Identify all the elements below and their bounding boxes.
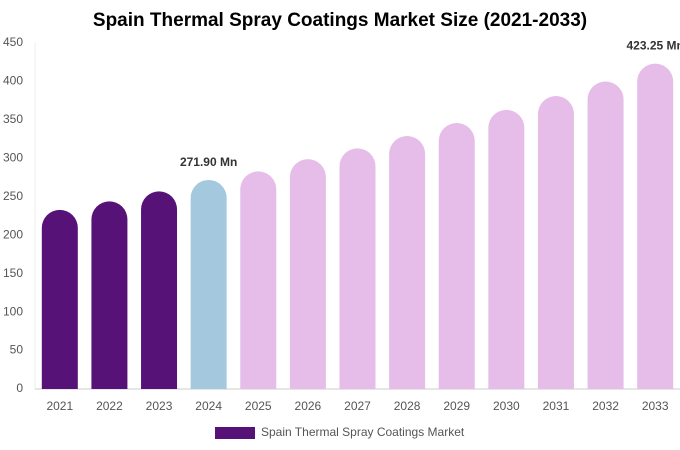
bar [587, 81, 624, 389]
legend-swatch [215, 427, 255, 439]
x-tick-label: 2024 [195, 399, 222, 413]
bar [339, 148, 376, 389]
bar [240, 171, 277, 389]
data-label: 271.90 Mn [180, 155, 237, 169]
x-tick-label: 2030 [493, 399, 520, 413]
bar [190, 179, 227, 389]
x-tick-label: 2033 [642, 399, 669, 413]
data-label: 423.25 Mn [627, 39, 680, 53]
y-tick-label: 350 [3, 112, 23, 126]
y-tick-label: 450 [3, 35, 23, 49]
chart-title: Spain Thermal Spray Coatings Market Size… [93, 10, 587, 31]
x-tick-label: 2031 [543, 399, 570, 413]
y-tick-label: 300 [3, 151, 23, 165]
x-tick-label: 2028 [394, 399, 421, 413]
y-tick-label: 250 [3, 189, 23, 203]
y-tick-label: 200 [3, 227, 23, 241]
bar [91, 201, 128, 389]
x-tick-label: 2032 [592, 399, 619, 413]
x-tick-label: 2027 [344, 399, 371, 413]
bar [438, 122, 475, 390]
bar [389, 136, 426, 389]
x-tick-label: 2025 [245, 399, 272, 413]
bar [141, 191, 178, 389]
y-tick-label: 400 [3, 74, 23, 88]
bar [488, 109, 525, 390]
x-tick-label: 2029 [443, 399, 470, 413]
x-tick-label: 2022 [96, 399, 123, 413]
y-tick-label: 0 [16, 381, 23, 395]
bar [537, 96, 574, 389]
y-tick-label: 50 [10, 343, 24, 357]
legend-label: Spain Thermal Spray Coatings Market [261, 425, 465, 439]
bar [289, 159, 326, 389]
y-tick-label: 100 [3, 304, 23, 318]
bar [41, 209, 78, 389]
x-tick-label: 2021 [46, 399, 73, 413]
y-tick-label: 150 [3, 266, 23, 280]
x-tick-label: 2026 [295, 399, 322, 413]
x-tick-label: 2023 [146, 399, 173, 413]
bar [637, 63, 674, 389]
